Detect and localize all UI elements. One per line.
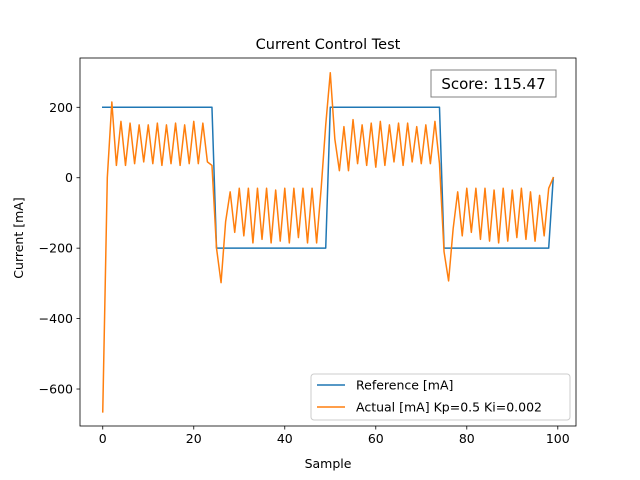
x-tick-label: 100: [546, 431, 570, 446]
y-tick-label: 0: [65, 170, 73, 185]
reference-series-line: [102, 106, 555, 249]
actual-series-line: [101, 72, 555, 413]
x-tick-label: 40: [277, 431, 293, 446]
y-tick-label: −400: [39, 311, 73, 326]
plot-frame: [79, 57, 577, 427]
legend-box: [310, 373, 571, 421]
plot-area: 0 20 40 60 80 100 −600 −400 −200 0 200 Score: 115.4…: [39, 57, 577, 446]
y-axis-title: Current [mA]: [11, 197, 26, 278]
score-text: Score: 115.47: [441, 75, 545, 93]
chart-title: Current Control Test: [256, 37, 401, 53]
score-box: [430, 69, 557, 98]
series-group: [101, 72, 555, 413]
legend-label: Reference [mA]: [356, 378, 453, 393]
y-tick-label: 200: [49, 100, 73, 115]
legend-label: Actual [mA] Kp=0.5 Ki=0.002: [356, 400, 542, 415]
x-axis-title: Sample: [305, 456, 352, 471]
x-tick-label: 0: [99, 431, 107, 446]
x-tick-label: 20: [186, 431, 202, 446]
x-tick-label: 60: [368, 431, 384, 446]
y-tick-label: −200: [39, 241, 73, 256]
legend: Reference [mA] Actual [mA] Kp=0.5 Ki=0.00…: [310, 373, 571, 421]
score-annotation: Score: 115.47: [430, 69, 557, 98]
y-tick-label: −600: [39, 382, 73, 397]
x-tick-label: 80: [459, 431, 475, 446]
